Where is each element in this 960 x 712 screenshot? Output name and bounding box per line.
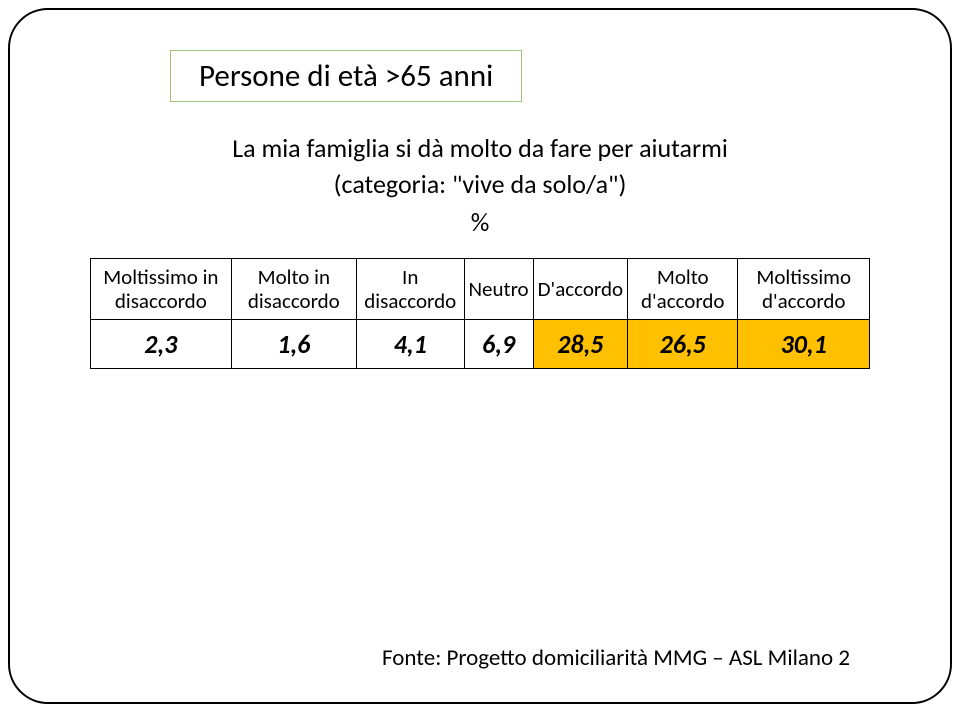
- source-text: Fonte: Progetto domiciliarità MMG – ASL …: [382, 644, 850, 672]
- slide-frame: [8, 8, 952, 704]
